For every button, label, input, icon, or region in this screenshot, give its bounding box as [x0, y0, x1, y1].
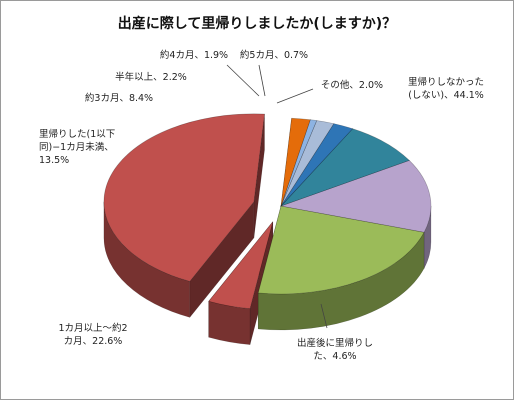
- slice-label-3: 里帰りした(1以下同)−1カ月未満、 13.5%: [39, 128, 115, 166]
- slice-label-6: 約4カ月、1.9%: [160, 49, 228, 61]
- pie-slice-8: [280, 117, 311, 207]
- leader-line-1: [320, 303, 328, 329]
- slice-cut-wall-0-0: [253, 114, 265, 238]
- slice-label-2: 1カ月以上〜約2 カ月、22.6%: [58, 322, 127, 347]
- pie-slice-6: [280, 120, 335, 207]
- pie-labels: 里帰りしなかった(しない)、44.1% 出産後に里帰りした、4.6% 1カ月以上〜約…: [39, 49, 484, 362]
- slice-label-7: 約5カ月、0.7%: [240, 49, 308, 61]
- pie-slice-4: [280, 128, 410, 207]
- chart-title: 出産に際して里帰りしましたか(しますか)？: [117, 16, 397, 32]
- pie-slice-2: [257, 205, 425, 295]
- leader-line-7: [258, 64, 266, 97]
- leader-line-6: [226, 64, 260, 97]
- slice-label-1: 出産後に里帰りした、4.6%: [297, 337, 373, 362]
- slice-label-8: その他、2.0%: [321, 79, 383, 91]
- slice-outer-wall-2: [257, 232, 425, 331]
- pie-slice-0: [103, 113, 265, 282]
- pie-slice-1: [208, 221, 274, 310]
- slice-label-0: 里帰りしなかった(しない)、44.1%: [408, 76, 484, 101]
- slice-label-4: 約3カ月、8.4%: [85, 92, 153, 104]
- pie-tops: [103, 113, 432, 310]
- leader-line-8: [276, 88, 314, 104]
- pie-slice-3: [279, 160, 432, 233]
- pie-slice-7: [280, 119, 318, 207]
- slice-label-5: 半年以上、2.2%: [115, 71, 187, 83]
- slice-cut-wall-0-1: [189, 201, 255, 319]
- pie-slice-5: [280, 123, 354, 207]
